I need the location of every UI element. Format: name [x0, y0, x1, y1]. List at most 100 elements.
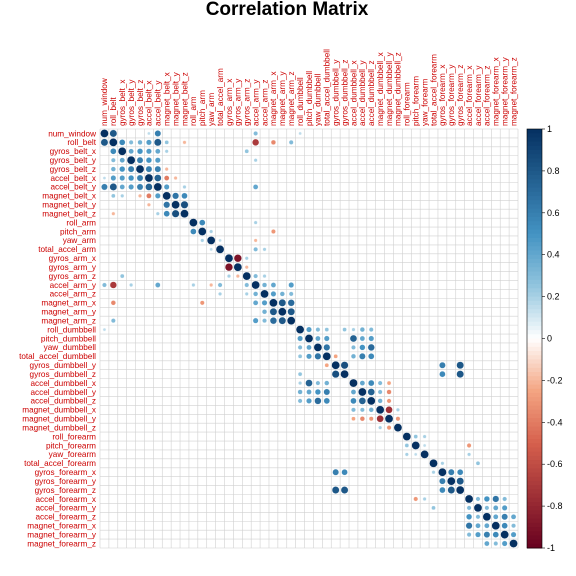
column-label: accel_forearm_y	[474, 65, 483, 126]
corr-cell-6-3	[128, 184, 135, 190]
row-label: magnet_arm_x	[41, 299, 96, 308]
corr-cell-31-33	[395, 407, 400, 412]
colorbar-segment	[527, 355, 542, 360]
corr-cell-44-44	[491, 521, 501, 531]
corr-cell-28-25	[324, 380, 330, 386]
corr-cell-26-38	[439, 361, 446, 369]
colorbar-segment	[527, 137, 542, 143]
corr-cell-19-20	[278, 298, 287, 307]
corr-cell-27-40	[456, 370, 465, 379]
row-label: roll_forearm	[52, 432, 96, 441]
corr-cell-41-36	[422, 496, 427, 501]
corr-cell-20-18	[261, 309, 268, 315]
colorbar-segment	[527, 179, 542, 184]
corr-cell-29-30	[367, 388, 375, 396]
corr-cell-7-9	[181, 192, 188, 200]
row-label: yaw_dumbbell	[44, 343, 97, 352]
corr-cell-24-29	[359, 344, 366, 351]
colorbar-segment	[527, 149, 542, 155]
corr-cell-25-29	[358, 352, 366, 360]
corr-cell-25-30	[368, 353, 375, 360]
column-label: gyros_arm_y	[234, 78, 243, 126]
corr-cell-43-42	[475, 514, 481, 520]
corr-cell-23-22	[297, 335, 304, 342]
corr-cell-31-28	[351, 407, 356, 413]
corr-cell-43-41	[465, 513, 473, 520]
corr-cell-6-17	[252, 184, 259, 190]
corr-cell-41-45	[502, 496, 508, 502]
corr-cell-38-38	[438, 467, 447, 477]
column-label: gyros_belt_x	[118, 80, 127, 126]
row-label: yaw_arm	[63, 236, 96, 245]
colorbar-segment	[527, 254, 542, 260]
corr-cell-41-42	[475, 496, 481, 502]
corr-cell-5-0	[102, 176, 107, 180]
corr-cell-7-6	[154, 192, 161, 199]
corr-cell-17-21	[288, 282, 295, 288]
colorbar-segment	[527, 338, 542, 344]
row-label: total_accel_arm	[38, 245, 96, 254]
corr-cell-30-25	[323, 397, 331, 405]
corr-cell-40-27	[340, 486, 349, 494]
corr-cell-35-41	[466, 443, 472, 448]
corr-cell-44-45	[501, 522, 508, 529]
corr-cell-21-1	[110, 318, 116, 324]
corr-cell-7-8	[172, 192, 180, 200]
corr-cell-45-46	[510, 531, 517, 538]
corr-cell-32-29	[359, 416, 365, 422]
corr-cell-3-17	[253, 158, 258, 163]
corr-cell-32-33	[395, 416, 401, 422]
corr-cell-28-31	[377, 380, 383, 386]
corr-cell-15-16	[244, 265, 249, 270]
corr-cell-30-23	[306, 397, 312, 404]
corr-cell-42-41	[466, 505, 472, 511]
corr-cell-17-17	[251, 280, 260, 290]
corr-cell-42-37	[431, 505, 436, 511]
corr-cell-1-21	[288, 139, 294, 145]
corr-cell-18-21	[288, 291, 294, 297]
column-label: yaw_arm	[207, 93, 216, 126]
corr-cell-16-2	[119, 273, 125, 279]
corr-cell-18-16	[244, 291, 249, 296]
colorbar-segment	[527, 229, 542, 235]
corr-cell-41-44	[492, 495, 500, 503]
corr-cell-5-4	[136, 174, 144, 182]
column-label: yaw_forearm	[420, 78, 429, 126]
corr-cell-27-22	[297, 371, 303, 377]
column-label: magnet_forearm_y	[500, 56, 509, 126]
colorbar: 1 0.8 0.6 0.4 0.2 0 -0.2 -0.4 -0.6 -0.8 -1	[526, 124, 563, 553]
corr-cell-17-1	[109, 281, 117, 289]
corr-cell-36-34	[404, 452, 409, 457]
corr-cell-44-41	[465, 522, 473, 530]
colorbar-segment	[527, 275, 542, 281]
column-label: gyros_forearm_z	[456, 65, 465, 126]
colorbar-segment	[527, 242, 542, 247]
corr-cell-17-0	[102, 282, 107, 288]
row-label: magnet_arm_y	[41, 308, 97, 317]
column-label: roll_dumbbell	[296, 77, 305, 126]
corr-cell-1-1	[109, 138, 118, 147]
colorbar-segment	[527, 472, 542, 478]
corr-cell-2-1	[110, 148, 117, 155]
corr-cell-34-35	[413, 434, 418, 439]
column-label: accel_forearm_z	[483, 65, 492, 126]
colorbar-segment	[527, 200, 542, 205]
corr-cell-7-1	[111, 193, 116, 199]
colorbar-segment	[527, 392, 542, 398]
row-label: gyros_belt_z	[50, 165, 96, 174]
row-label: accel_dumbbell_z	[30, 397, 96, 406]
corr-cell-16-15	[235, 274, 240, 279]
corr-cell-28-30	[368, 379, 375, 387]
column-label: accel_dumbbell_y	[358, 60, 367, 126]
colorbar-segment	[527, 351, 542, 356]
corr-cell-2-3	[128, 148, 134, 155]
corr-cell-43-43	[482, 512, 492, 522]
corr-cell-22-27	[342, 327, 347, 332]
corr-cell-5-3	[128, 174, 135, 182]
colorbar-segment	[527, 133, 542, 138]
corr-cell-25-24	[314, 352, 322, 360]
colorbar-segment	[527, 330, 542, 335]
corr-cell-0-22	[298, 131, 302, 136]
colorbar-segment	[527, 388, 542, 394]
corr-cell-40-39	[447, 486, 456, 494]
